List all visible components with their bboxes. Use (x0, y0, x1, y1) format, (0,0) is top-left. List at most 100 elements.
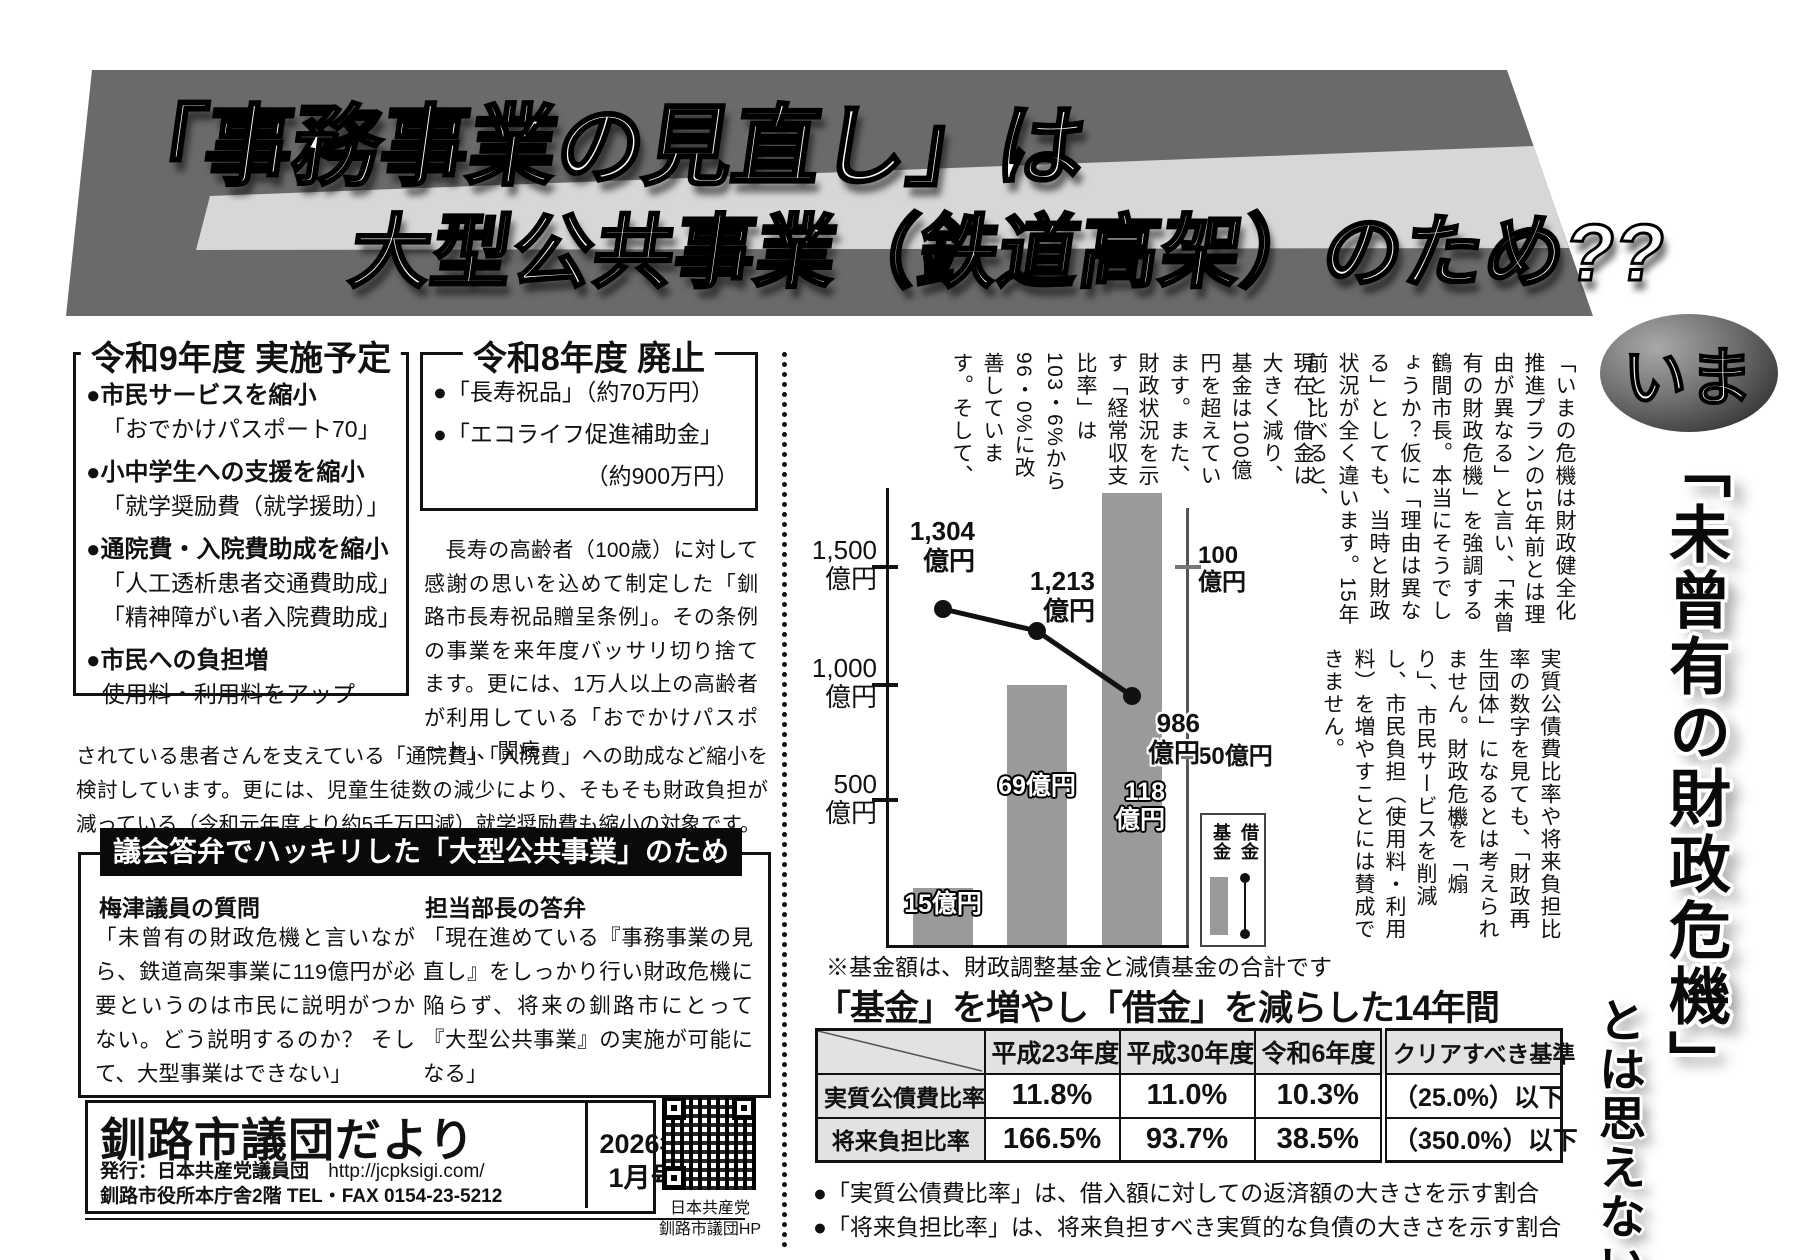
ratio-table: 平成23年度 平成30年度 令和6年度 クリアすべき基準 実質公債費比率 11.… (815, 1028, 1578, 1163)
fund-bar-label-1: 15億円 (904, 890, 982, 918)
ima-badge: いま (1600, 314, 1778, 432)
question-title: 梅津議員の質問 (99, 895, 260, 921)
abolish-r8-box-title: 令和8年度 廃止 (462, 331, 716, 380)
cell-value: 38.5% (1253, 1116, 1385, 1163)
table-footnote-1: ●「実質公債費比率」は、借入額に対しての返済額の大きさを示す割合 (813, 1180, 1540, 1206)
table-row: 実質公債費比率 11.8% 11.0% 10.3% （25.0%）以下 (815, 1072, 1564, 1119)
table-corner-cell (815, 1028, 986, 1075)
fund-bar-label-2: 69億円 (998, 772, 1076, 800)
masthead-title: 釧路市議団だより (100, 1114, 476, 1166)
answer-body: 「現在進めている『事務事業の見直し』をしっかり行い財政危機に陥らず、将来の釧路市… (423, 926, 753, 1086)
left-axis (886, 488, 889, 948)
legend-bar-swatch (1210, 877, 1228, 935)
publisher-line: 発行：日本共産党議員団 http://jcpksigi.com/ (100, 1156, 485, 1183)
left-axis-label: 1,000 億円 (785, 654, 877, 712)
abolish-line: ●「長寿祝品」（約70万円） (433, 379, 714, 405)
axis-tick (872, 798, 898, 802)
tick-number: 500 (833, 769, 877, 799)
unit: 億円 (922, 546, 975, 576)
qr-caption: 日本共産党 釧路市議団HP (640, 1198, 780, 1240)
table-header: 平成23年度 (983, 1028, 1121, 1075)
cell-value: 11.0% (1118, 1072, 1256, 1119)
council-box-header: 議会答弁でハッキリした「大型公共事業」のため (100, 828, 742, 876)
plan-item-sub: 使用料・利用料をアップ (102, 681, 355, 707)
legend-fund-label: 基金 (1211, 823, 1231, 861)
plan-item-sub: 「就学奨励費（就学援助）」 (102, 493, 390, 519)
legend-dot-icon (1240, 929, 1250, 939)
fund-debt-chart: 1,500 億円 1,000 億円 500 億円 100 億円 50億円 (812, 480, 1300, 965)
tick-number: 1,000 (811, 653, 877, 683)
table-section-title: 「基金」を増やし「借金」を減らした14年間 (816, 989, 1500, 1028)
masthead-box (85, 1100, 656, 1214)
address-line: 釧路市役所本庁舎2階 TEL・FAX 0154-23-5212 (100, 1186, 503, 1207)
tick-unit: 億円 (1198, 569, 1246, 596)
qr-caption-line1: 日本共産党 (669, 1200, 750, 1217)
table-header: 令和6年度 (1253, 1028, 1385, 1075)
publisher-text: 発行：日本共産党議員団 (100, 1161, 310, 1182)
value: 986 (1156, 708, 1200, 738)
legend-line-swatch (1244, 879, 1246, 933)
qr-caption-line2: 釧路市議団HP (658, 1221, 762, 1238)
debt-point-label-1: 1,304 億円 (860, 516, 975, 576)
legend-dot-icon (1240, 873, 1250, 883)
tick-unit: 億円 (824, 682, 877, 712)
tick-unit: 億円 (824, 564, 877, 594)
abolish-line: ●「エコライフ促進補助金」 (433, 421, 723, 447)
plan-item-head: ●市民への負担増 (86, 647, 269, 674)
fund-bar-3 (1102, 493, 1162, 945)
value: 118 (1124, 778, 1165, 806)
vertical-paragraph-1a: 「いまの危機は財政健全化推進プランの15年前とは理由が異なる」と言い、「未曾有の… (1305, 352, 1576, 634)
axis-tick (872, 683, 898, 687)
banner-title-line2: 大型公共事業（鉄道高架）のため?? (343, 207, 1673, 299)
axis-tick (872, 565, 898, 569)
qr-finder-icon (732, 1096, 756, 1120)
row-label: 実質公債費比率 (815, 1072, 986, 1119)
ima-badge-text: いま (1622, 341, 1755, 415)
table-header: 平成30年度 (1118, 1028, 1256, 1075)
side-headline-main: 「未曾有の財政危機」 (1659, 436, 1728, 1096)
qr-finder-icon (662, 1166, 686, 1190)
cell-criterion: （25.0%）以下 (1380, 1072, 1564, 1119)
debt-point-label-2: 1,213 億円 (985, 566, 1095, 626)
council-box: 梅津議員の質問 「未曾有の財政危機と言いながら、鉄道高架事業に119億円が必要と… (78, 852, 771, 1098)
tick-unit: 億円 (824, 798, 877, 828)
left-axis-label: 1,500 億円 (785, 536, 877, 594)
legend-debt-label: 借金 (1239, 823, 1259, 861)
table-header: クリアすべき基準 (1380, 1028, 1575, 1075)
column-separator (782, 352, 787, 1248)
cell-value: 11.8% (983, 1072, 1121, 1119)
plan-item-head: ●市民サービスを縮小 (86, 382, 317, 409)
qr-finder-icon (662, 1096, 686, 1120)
axis-tick (1175, 565, 1201, 569)
chart-note: ※基金額は、財政調整基金と減債基金の合計です (826, 954, 1332, 980)
left-axis-label: 500 億円 (785, 770, 877, 828)
plan-item-sub: 「おでかけパスポート70」 (102, 416, 381, 442)
banner-title-line1: 「事務事業の見直し」は (109, 96, 1094, 198)
x-axis (886, 945, 1189, 948)
fund-bar-1 (913, 888, 973, 945)
tick-number: 100 (1198, 542, 1239, 569)
vertical-paragraph-2: 実質公債費比率や将来負担比率の数字を見ても、「財政再生団体」になるとは考えられま… (1321, 648, 1561, 941)
furigana-label: あお (1450, 808, 1462, 830)
plan-r9-box: 令和9年度 実施予定 ●市民サービスを縮小 「おでかけパスポート70」 ●小中学… (73, 331, 409, 707)
fund-bar-2 (1007, 685, 1067, 945)
masthead-divider (585, 1100, 588, 1208)
footer-rule (85, 1218, 745, 1220)
plan-item-sub: 「精神障がい者入院費助成」 (102, 604, 401, 630)
cell-value: 93.7% (1118, 1116, 1256, 1163)
cell-value: 10.3% (1253, 1072, 1385, 1119)
article-narrow-text: 長寿の高齢者（100歳）に対して感謝の思いを込めて制定した「釧路市長寿祝品贈呈条… (424, 539, 758, 763)
cell-criterion: （350.0%）以下 (1380, 1116, 1578, 1163)
value: 1,213 (1029, 566, 1095, 596)
table-row: 将来負担比率 166.5% 93.7% 38.5% （350.0%）以下 (815, 1116, 1578, 1163)
website-url: http://jcpksigi.com/ (328, 1161, 485, 1182)
chart-legend: 借金 基金 (1200, 813, 1266, 947)
plan-item-sub: 「人工透析患者交通費助成」 (102, 570, 401, 596)
qr-code (662, 1096, 756, 1190)
plan-item-head: ●小中学生への支援を縮小 (86, 459, 365, 486)
abolish-line: （約900万円） (585, 463, 739, 489)
vertical-paragraph-1b: 現在、借金は大きく減り、基金は100億円を超えています。また、財政状況を示す「経… (950, 352, 1314, 493)
question-body: 「未曾有の財政危機と言いながら、鉄道高架事業に119億円が必要というのは市民に説… (95, 926, 415, 1086)
fund-bar-label-3: 118 億円 (1095, 778, 1165, 834)
